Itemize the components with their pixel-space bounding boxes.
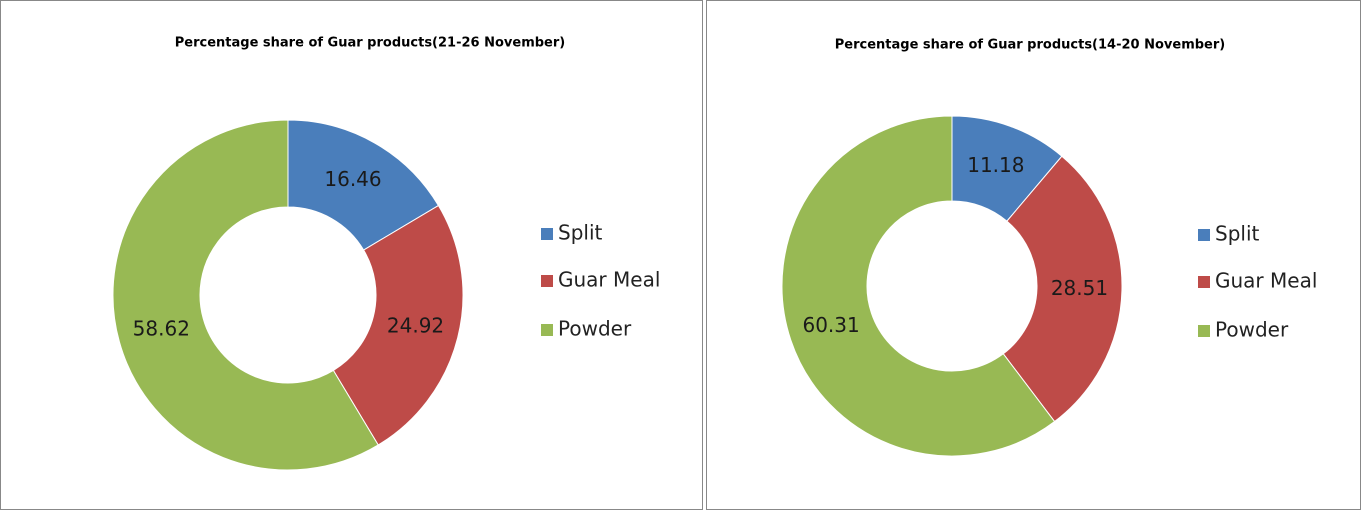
legend-text: Guar Meal (558, 268, 660, 292)
legend-text: Split (558, 221, 603, 245)
donut-slice (332, 204, 464, 446)
donut-slice (1002, 155, 1123, 423)
legend-text: Powder (558, 317, 632, 341)
value-label: 58.62 (133, 317, 190, 341)
donut-slice (781, 115, 1056, 457)
value-label: 28.51 (1051, 276, 1108, 300)
chart-title: Percentage share of Guar products(14-20 … (835, 38, 1225, 53)
value-label: 24.92 (387, 314, 444, 338)
legend-swatch (1198, 276, 1210, 288)
legend-swatch (1198, 325, 1210, 337)
value-label: 11.18 (967, 153, 1024, 177)
donut-slice (287, 119, 440, 251)
chart-title: Percentage share of Guar products(21-26 … (175, 36, 565, 51)
legend-swatch (541, 275, 553, 287)
legend-swatch (541, 324, 553, 336)
legend-text: Guar Meal (1215, 269, 1317, 293)
legend-text: Split (1215, 222, 1260, 246)
legend-swatch (541, 228, 553, 240)
value-label: 16.46 (324, 167, 381, 191)
donut-slice (112, 119, 379, 471)
legend-text: Powder (1215, 318, 1289, 342)
value-label: 60.31 (802, 313, 859, 337)
legend-swatch (1198, 229, 1210, 241)
